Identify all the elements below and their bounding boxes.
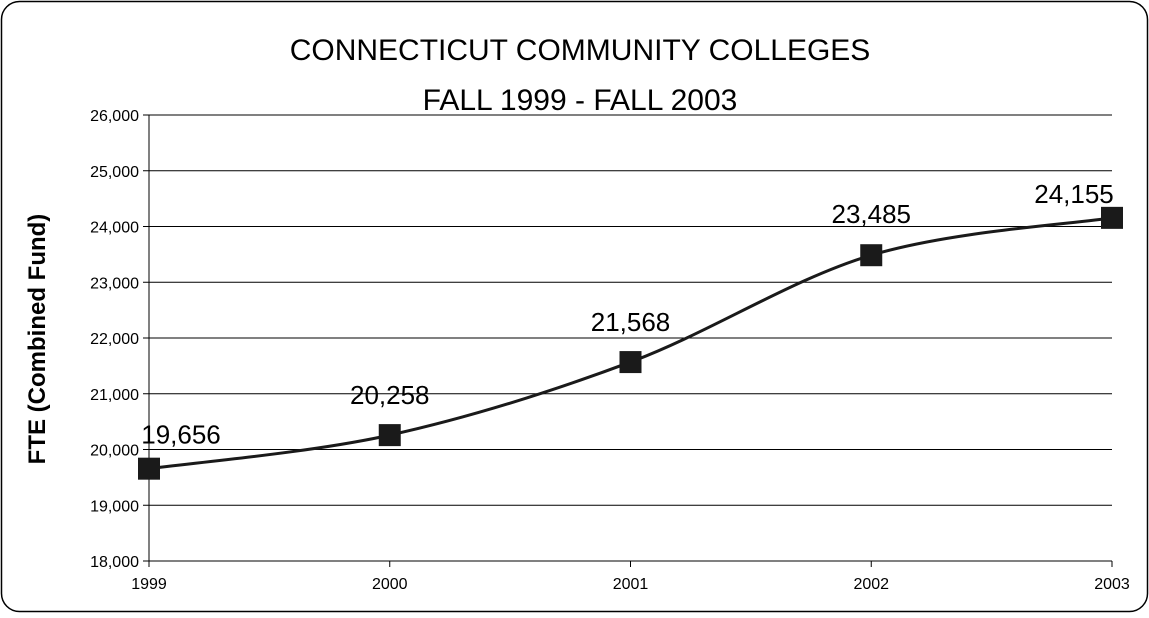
data-point-2001 [619,351,642,374]
x-tick-label-2001: 2001 [613,576,649,593]
data-point-2002 [860,244,883,267]
x-tick-label-2000: 2000 [372,576,408,593]
y-axis-label: FTE (Combined Fund) [24,214,51,465]
y-tick-label-24000: 24,000 [90,220,139,237]
y-tick-label-22000: 22,000 [90,331,139,348]
y-tick-label-23000: 23,000 [90,275,139,292]
data-label-1999: 19,656 [141,420,221,450]
y-tick-labels: 18,000 19,000 20,000 21,000 22,000 23,000 24,0… [90,108,139,571]
data-label-2003: 24,155 [1034,179,1114,209]
x-tick-label-2002: 2002 [853,576,889,593]
chart-title: CONNECTICUT COMMUNITY COLLEGES FALL 1999… [290,34,871,117]
x-tick-label-1999: 1999 [131,576,167,593]
y-tick-label-18000: 18,000 [90,554,139,571]
chart-title-line-1: CONNECTICUT COMMUNITY COLLEGES [290,34,871,67]
data-point-2000 [378,424,401,447]
data-labels: 19,656 20,258 21,568 23,485 24,155 [141,179,1114,450]
x-tick-labels: 1999 2000 2001 2002 2003 [131,576,1130,593]
y-tick-label-20000: 20,000 [90,443,139,460]
y-tick-label-19000: 19,000 [90,498,139,515]
data-point-2003 [1101,206,1123,229]
data-point-1999 [138,457,160,480]
markers [138,206,1123,480]
chart-title-line-2: FALL 1999 - FALL 2003 [423,84,738,117]
data-label-2000: 20,258 [350,380,430,410]
data-label-2002: 23,485 [831,199,911,229]
axes [143,114,1113,567]
y-tick-label-21000: 21,000 [90,387,139,404]
data-label-2001: 21,568 [591,307,671,337]
y-tick-label-25000: 25,000 [90,164,139,181]
y-tick-label-26000: 26,000 [90,108,139,125]
x-tick-label-2003: 2003 [1094,576,1130,593]
